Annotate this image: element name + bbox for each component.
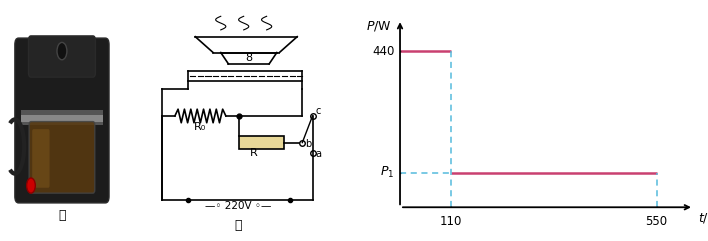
Text: b: b	[305, 139, 311, 148]
Text: $t$/s: $t$/s	[697, 211, 708, 225]
Text: 440: 440	[372, 45, 394, 58]
Text: $P$/W: $P$/W	[366, 19, 392, 33]
Text: R₀: R₀	[194, 121, 207, 132]
Text: $P_1$: $P_1$	[380, 165, 394, 181]
Text: c: c	[315, 106, 321, 116]
Circle shape	[27, 178, 35, 193]
FancyBboxPatch shape	[21, 115, 103, 121]
Circle shape	[57, 42, 67, 60]
FancyBboxPatch shape	[28, 36, 96, 77]
FancyBboxPatch shape	[15, 38, 109, 203]
Text: 甲: 甲	[58, 209, 66, 222]
Text: a: a	[315, 149, 321, 159]
Text: 110: 110	[440, 215, 462, 228]
FancyBboxPatch shape	[239, 136, 285, 149]
FancyBboxPatch shape	[21, 110, 103, 125]
Text: 乙: 乙	[235, 219, 242, 232]
Text: 8: 8	[245, 53, 252, 63]
FancyBboxPatch shape	[29, 121, 95, 193]
Text: —◦ 220V ◦—: —◦ 220V ◦—	[205, 201, 272, 211]
FancyBboxPatch shape	[33, 129, 50, 188]
Text: 550: 550	[646, 215, 668, 228]
Text: R: R	[250, 148, 258, 158]
